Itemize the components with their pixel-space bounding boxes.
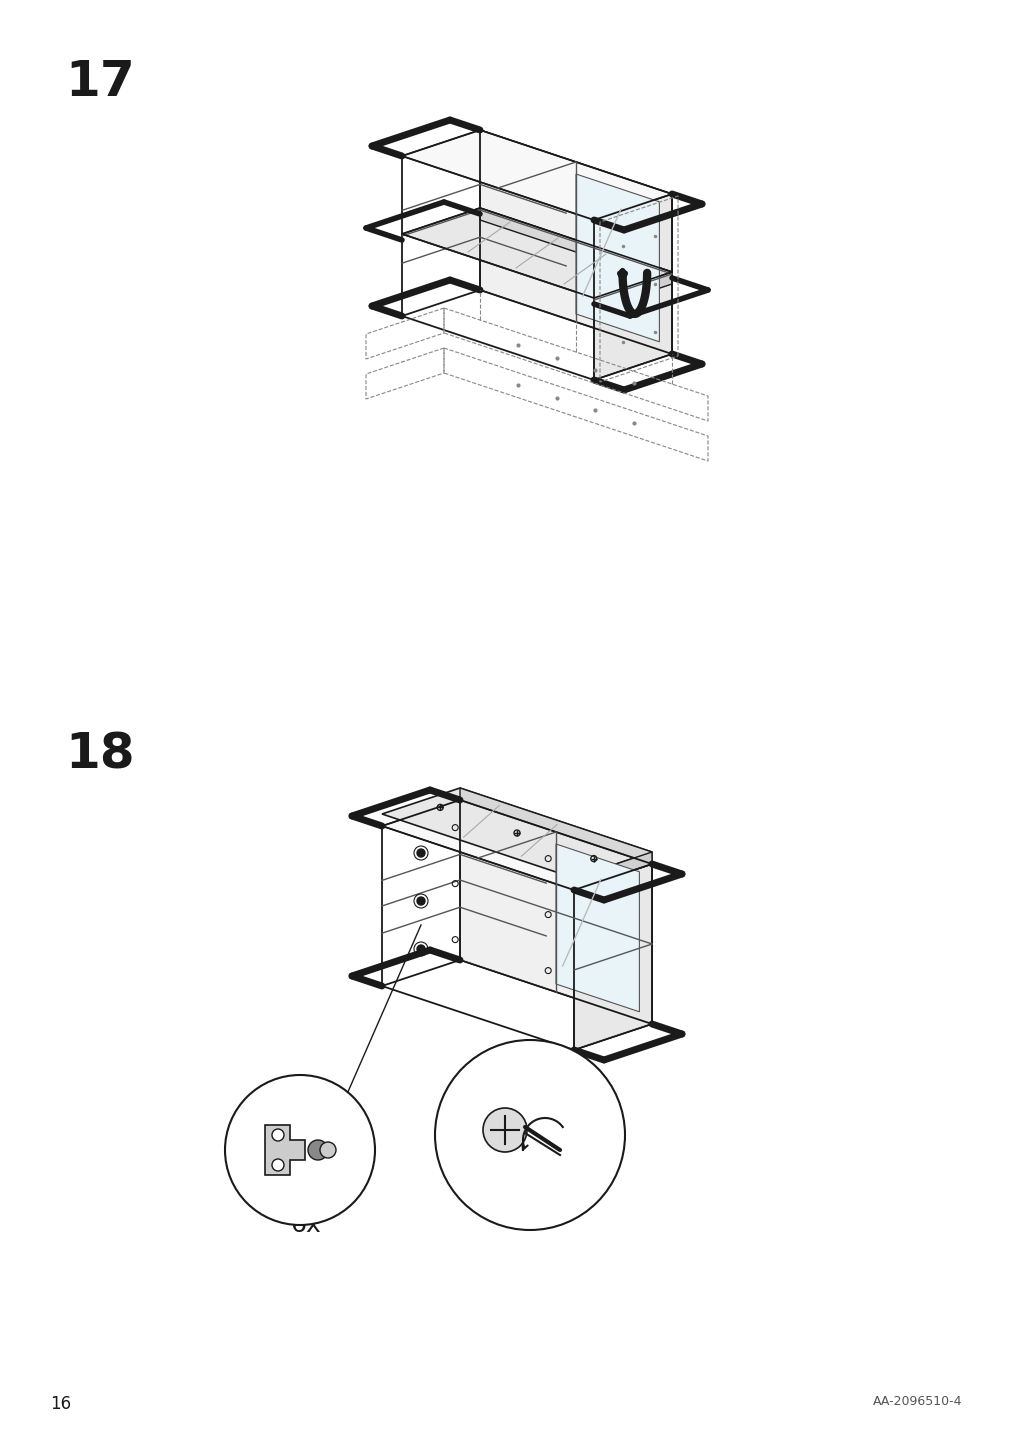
Polygon shape [573,863,651,1050]
Text: 16: 16 [50,1395,71,1413]
Text: 6x: 6x [290,1213,320,1237]
Circle shape [417,896,425,905]
Polygon shape [460,800,651,1024]
Polygon shape [593,272,671,309]
Polygon shape [381,788,651,878]
Text: 106720: 106720 [259,1085,301,1095]
Circle shape [319,1141,336,1158]
Circle shape [482,1108,527,1151]
Polygon shape [593,193,671,379]
Polygon shape [265,1126,304,1176]
Circle shape [307,1140,328,1160]
Circle shape [435,1040,625,1230]
Polygon shape [381,800,651,891]
Text: AA-2096510-4: AA-2096510-4 [871,1395,961,1408]
Polygon shape [479,130,671,354]
Polygon shape [573,852,651,891]
Polygon shape [460,788,651,863]
Polygon shape [401,130,671,221]
Circle shape [417,849,425,856]
Polygon shape [555,843,639,1012]
Circle shape [417,945,425,954]
Circle shape [224,1075,375,1224]
Circle shape [272,1158,284,1171]
Polygon shape [479,208,671,284]
Text: 17: 17 [65,59,134,106]
Circle shape [272,1128,284,1141]
Polygon shape [401,208,671,298]
Polygon shape [575,175,659,342]
Text: 18: 18 [65,730,134,778]
